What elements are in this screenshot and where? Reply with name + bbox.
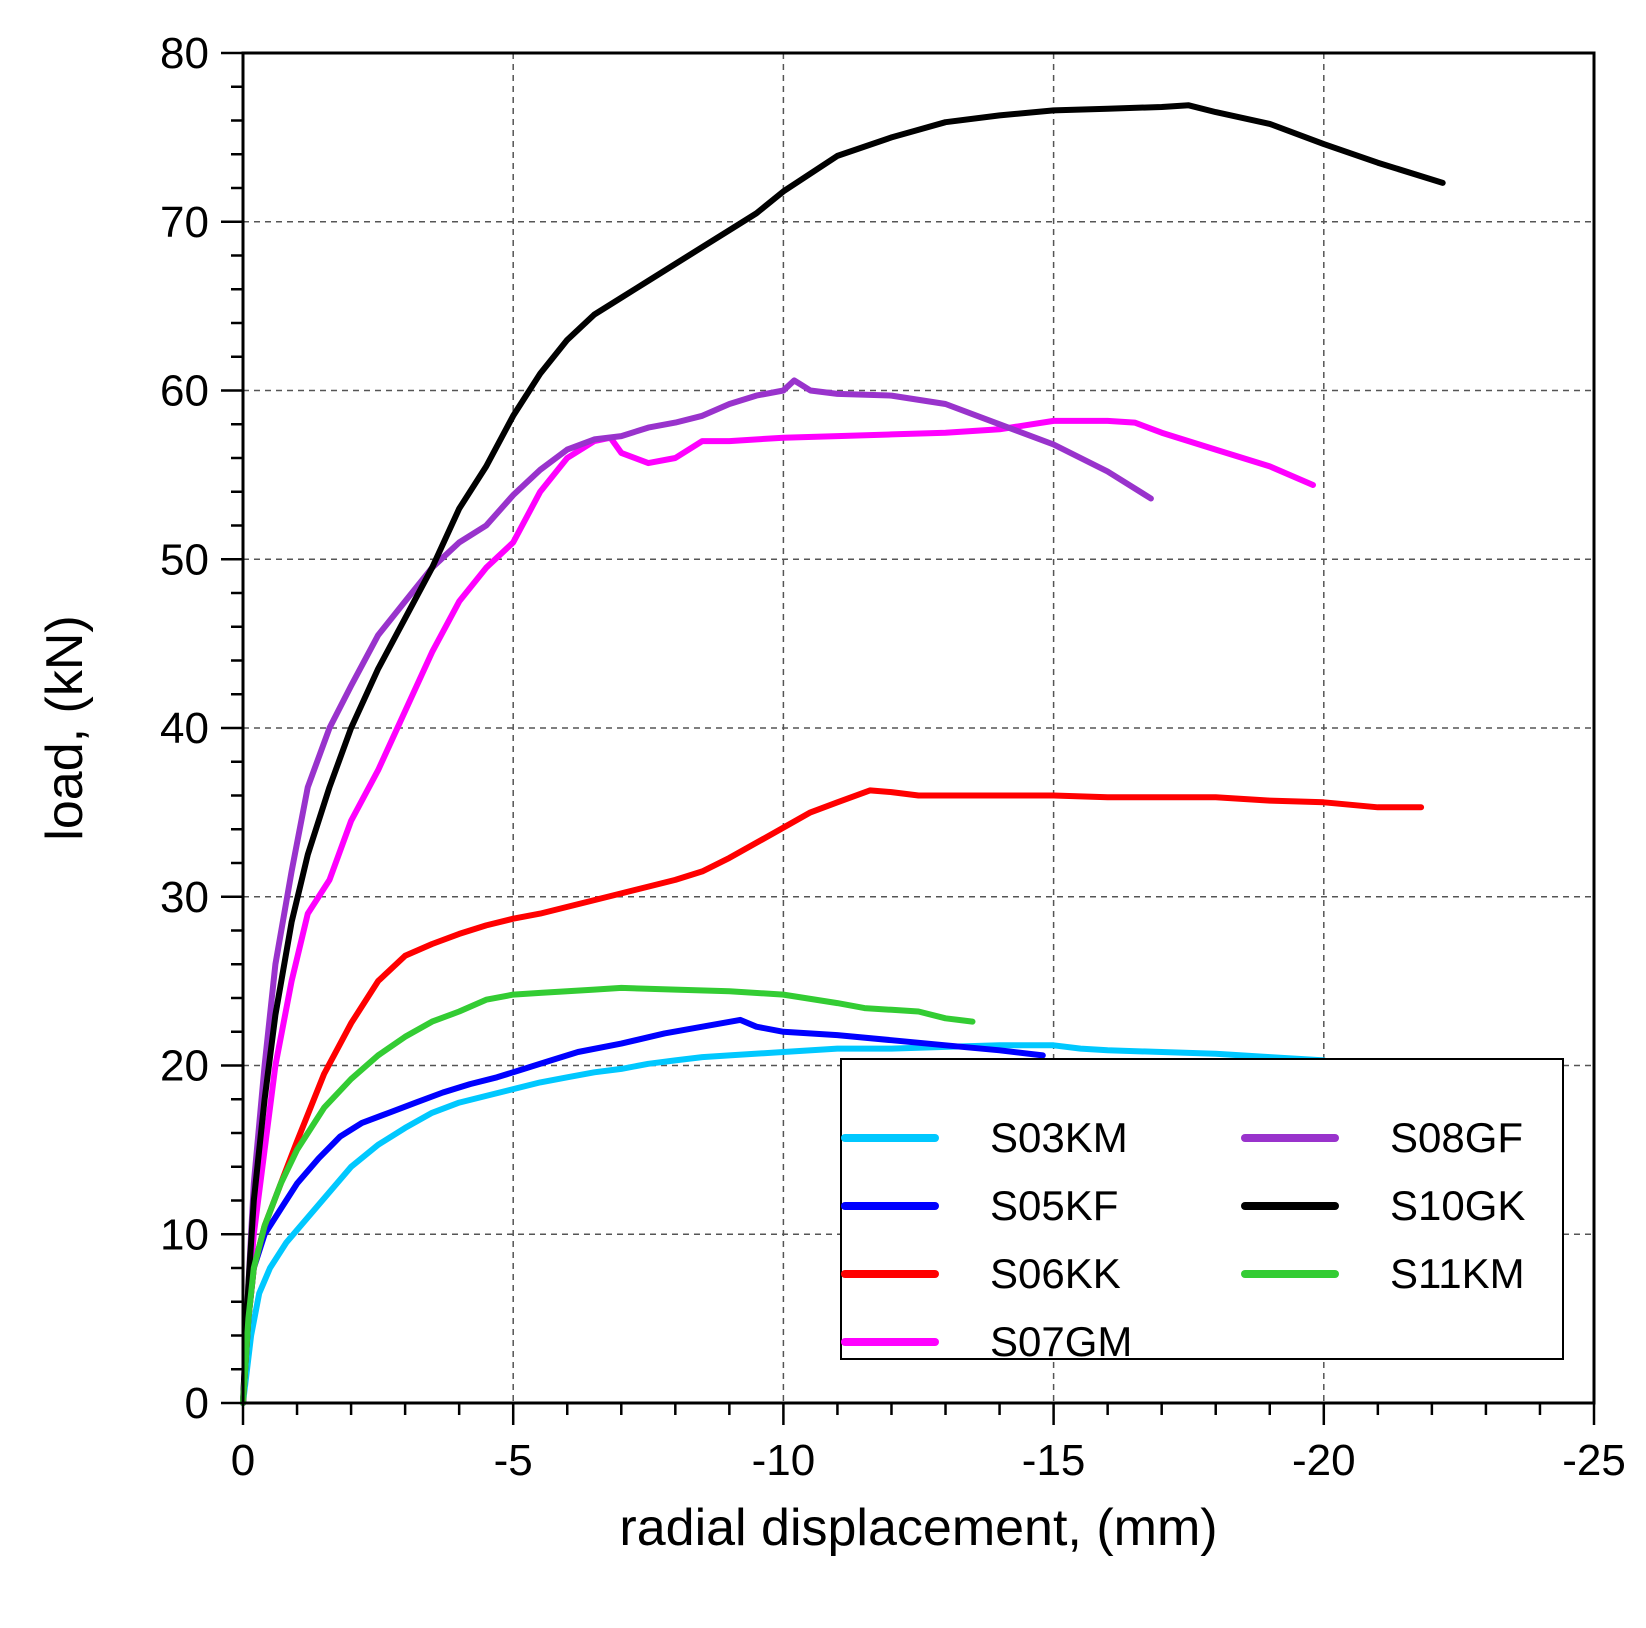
legend-label-s08gf: S08GF bbox=[1390, 1114, 1523, 1161]
x-tick-label: -20 bbox=[1292, 1436, 1356, 1485]
tick-labels: 0 -5 -10 -15 -20 -25 0 10 20 30 40 50 60 70 80 bbox=[160, 29, 1626, 1485]
y-tick-label: 30 bbox=[160, 873, 209, 922]
legend-label-s03km: S03KM bbox=[990, 1114, 1128, 1161]
x-axis-label: radial displacement, (mm) bbox=[619, 1499, 1217, 1557]
axis-ticks bbox=[221, 51, 1596, 1425]
x-tick-label: 0 bbox=[231, 1436, 255, 1485]
y-tick-label: 70 bbox=[160, 198, 209, 247]
legend-label-s11km: S11KM bbox=[1390, 1250, 1525, 1297]
series-line-s08gf bbox=[240, 377, 1154, 1406]
legend-box bbox=[840, 1058, 1564, 1360]
legend: S03KM S05KF S06KK S07GM S08GF S10GK S11KM bbox=[840, 1058, 1564, 1365]
series-line-s05kf bbox=[240, 1016, 1046, 1406]
y-axis-label: load, (kN) bbox=[36, 615, 94, 840]
series-line-s06kk bbox=[240, 787, 1425, 1406]
x-tick-label: -10 bbox=[752, 1436, 816, 1485]
legend-label-s06kk: S06KK bbox=[990, 1250, 1121, 1297]
legend-label-s10gk: S10GK bbox=[1390, 1182, 1525, 1229]
y-tick-label: 10 bbox=[160, 1210, 209, 1259]
series-line-s10gk bbox=[240, 102, 1446, 1406]
x-tick-label: -5 bbox=[494, 1436, 533, 1485]
legend-label-s05kf: S05KF bbox=[990, 1182, 1118, 1229]
x-tick-label: -25 bbox=[1562, 1436, 1626, 1485]
series-line-s11km bbox=[240, 984, 976, 1406]
y-tick-label: 40 bbox=[160, 704, 209, 753]
series-lines bbox=[240, 102, 1446, 1406]
y-tick-label: 0 bbox=[185, 1379, 209, 1428]
y-tick-label: 50 bbox=[160, 535, 209, 584]
y-tick-label: 60 bbox=[160, 367, 209, 416]
legend-label-s07gm: S07GM bbox=[990, 1318, 1132, 1365]
y-tick-label: 20 bbox=[160, 1042, 209, 1091]
series-line-s03km bbox=[240, 1042, 1327, 1406]
grid bbox=[243, 53, 1594, 1403]
y-tick-label: 80 bbox=[160, 29, 209, 78]
x-tick-label: -15 bbox=[1022, 1436, 1086, 1485]
